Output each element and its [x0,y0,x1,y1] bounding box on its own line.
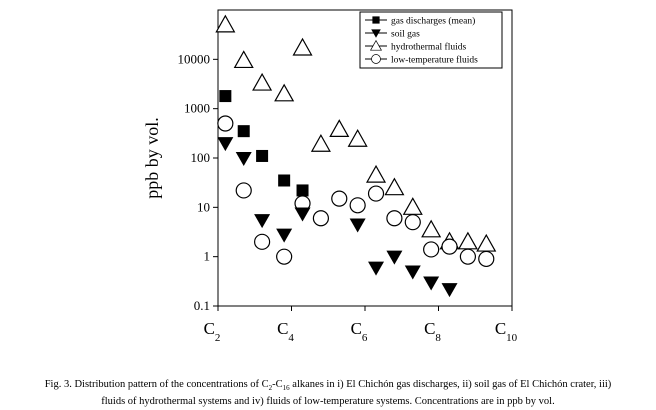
data-point-low-temperature-fluids [276,248,293,265]
y-axis-label: ppb by vol. [142,117,162,199]
data-point-hydrothermal-fluids [233,50,254,69]
data-point-soil-gas [294,207,311,222]
data-point-low-temperature-fluids [349,197,366,214]
plot-area: 0.1 1 10 100 1000 10000 C2 C4 C6 C8 C10 ppb by vol. [142,9,518,344]
data-point-gas-discharges-mean [237,125,250,138]
data-point-hydrothermal-fluids [402,197,423,215]
data-point-hydrothermal-fluids [476,233,497,252]
legend-label: hydrothermal fluids [391,42,466,53]
data-point-gas-discharges-mean [219,90,232,103]
data-point-low-temperature-fluids [459,248,476,265]
data-point-soil-gas [386,250,403,265]
legend-marker [372,16,380,24]
x-tick-label: C6 [351,319,368,344]
legend-label: gas discharges (mean) [391,16,475,27]
data-point-hydrothermal-fluids [421,219,442,238]
chart: 0.1 1 10 100 1000 10000 C2 C4 C6 C8 C10 ppb by vol.… [142,9,518,344]
data-point-gas-discharges-mean [278,174,291,187]
data-point-soil-gas [217,137,234,152]
x-tick-label: C10 [495,319,518,344]
y-tick-label: 10000 [178,51,211,66]
data-point-low-temperature-fluids [235,182,252,199]
legend-label: low-temperature fluids [391,55,478,66]
y-tick-label: 100 [191,150,211,165]
legend-label: soil gas [391,30,420,40]
data-point-low-temperature-fluids [331,190,348,207]
data-point-low-temperature-fluids [423,241,440,258]
data-point-soil-gas [368,261,385,276]
data-point-low-temperature-fluids [478,250,495,268]
data-point-low-temperature-fluids [217,115,234,132]
data-point-low-temperature-fluids [254,233,271,250]
legend-marker [371,54,381,64]
data-point-gas-discharges-mean [296,184,309,197]
legend-marker [369,39,383,51]
data-point-low-temperature-fluids [386,210,403,227]
data-point-soil-gas [349,218,366,233]
y-tick-label: 1000 [184,101,210,116]
caption-line-1: Fig. 3. Distribution pattern of the conc… [44,379,612,393]
y-tick-label: 0.1 [194,298,210,313]
data-point-low-temperature-fluids [367,185,385,202]
data-point-soil-gas [441,283,458,298]
data-point-soil-gas [276,228,293,243]
caption-line-2: fluids of hydrothermal systems and iv) f… [101,396,555,408]
y-tick-label: 1 [204,249,211,264]
data-point-low-temperature-fluids [441,238,458,255]
data-point-hydrothermal-fluids [215,14,236,33]
legend: gas discharges (mean) soil gas hydrotherma… [359,11,503,69]
data-point-hydrothermal-fluids [347,129,368,147]
x-tick-label: C4 [277,319,294,344]
data-point-low-temperature-fluids [404,214,421,231]
data-point-hydrothermal-fluids [310,134,331,152]
data-point-hydrothermal-fluids [329,119,350,137]
data-point-hydrothermal-fluids [457,231,478,250]
data-point-gas-discharges-mean [256,149,269,162]
x-tick-label: C2 [204,319,221,344]
data-point-hydrothermal-fluids [384,177,405,196]
data-point-hydrothermal-fluids [292,37,313,56]
data-point-soil-gas [254,214,271,229]
y-tick-label: 10 [197,199,210,214]
data-point-soil-gas [404,265,421,280]
legend-marker [371,29,381,38]
data-point-hydrothermal-fluids [252,72,273,91]
data-point-low-temperature-fluids [312,210,329,227]
x-tick-label: C8 [424,319,441,344]
data-point-soil-gas [423,276,440,291]
data-point-hydrothermal-fluids [365,164,387,183]
figure-caption: Fig. 3. Distribution pattern of the conc… [0,378,656,409]
data-point-hydrothermal-fluids [274,83,295,102]
data-point-soil-gas [235,152,252,166]
